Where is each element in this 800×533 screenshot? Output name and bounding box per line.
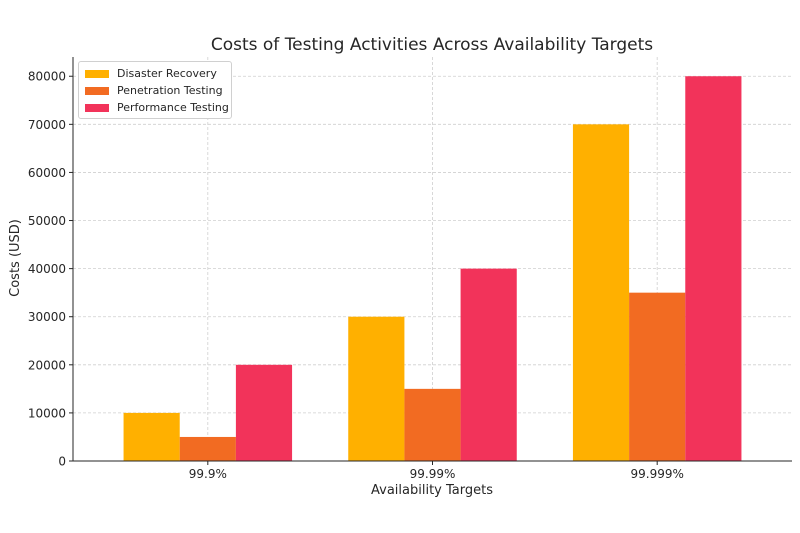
bar — [348, 316, 405, 461]
bar — [235, 364, 293, 461]
legend-swatch — [85, 86, 109, 95]
legend-item: Penetration Testing — [85, 82, 225, 99]
y-axis-label: Costs (USD) — [8, 219, 23, 297]
y-tick-label: 60000 — [28, 166, 66, 180]
bars — [123, 76, 742, 461]
chart-legend: Disaster Recovery Penetration Testing Perf… — [78, 61, 232, 119]
legend-label: Penetration Testing — [117, 84, 223, 97]
y-tick-label: 50000 — [28, 214, 66, 228]
y-tick-label: 80000 — [28, 70, 66, 84]
x-tick-label: 99.999% — [630, 467, 683, 481]
y-tick-label: 10000 — [28, 406, 66, 420]
x-axis-label: Availability Targets — [371, 483, 493, 498]
x-axis-ticks: 99.9% 99.99% 99.999% — [189, 461, 684, 481]
bar — [572, 124, 630, 461]
y-axis-ticks: 0 10000 20000 30000 40000 50000 60000 70000 8000… — [28, 70, 73, 469]
x-tick-label: 99.9% — [189, 467, 227, 481]
y-tick-label: 20000 — [28, 358, 66, 372]
bar — [685, 76, 742, 461]
bar — [460, 268, 517, 461]
y-tick-label: 30000 — [28, 310, 66, 324]
legend-label: Disaster Recovery — [117, 67, 217, 80]
legend-item: Performance Testing — [85, 99, 229, 116]
legend-swatch — [85, 103, 109, 112]
bar — [629, 292, 686, 461]
y-tick-label: 40000 — [28, 262, 66, 276]
y-tick-label: 70000 — [28, 118, 66, 132]
legend-item: Disaster Recovery — [85, 65, 225, 82]
bar — [179, 436, 236, 461]
bar — [123, 412, 180, 461]
legend-swatch — [85, 69, 109, 78]
bar — [404, 388, 461, 461]
y-tick-label: 0 — [58, 455, 66, 469]
x-tick-label: 99.99% — [410, 467, 456, 481]
legend-label: Performance Testing — [117, 101, 229, 114]
chart-title: Costs of Testing Activities Across Avail… — [211, 35, 653, 55]
